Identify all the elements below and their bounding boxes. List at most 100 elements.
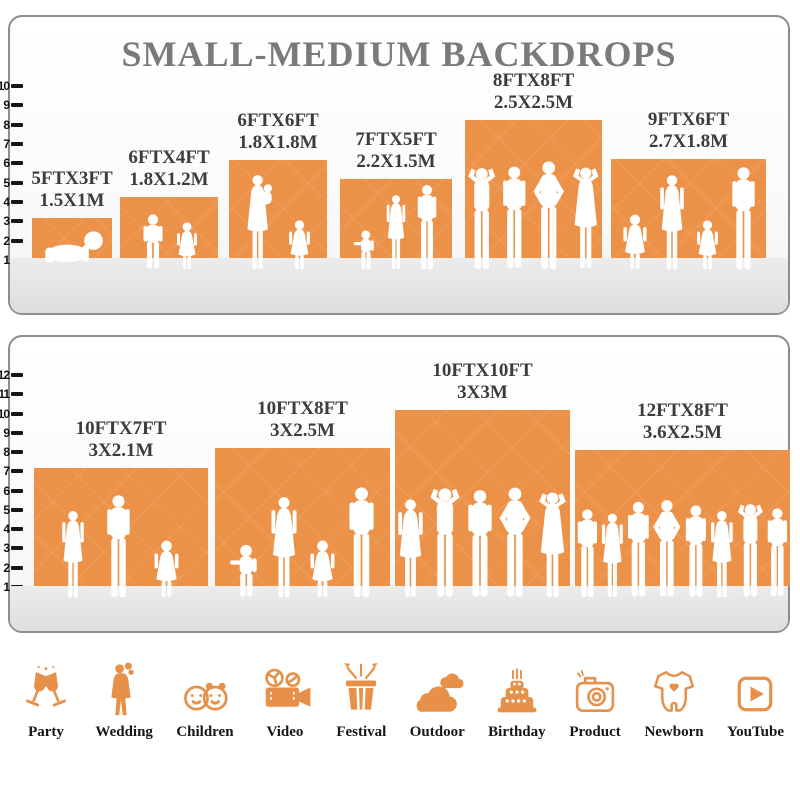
ruler-tick: 7	[0, 137, 29, 151]
outdoor-icon	[410, 658, 464, 716]
product-icon	[569, 658, 621, 716]
silhouette-man	[500, 164, 529, 270]
backdrop-size-label: 7FTX5FT 2.2X1.5M	[355, 129, 436, 173]
backdrop-size-label: 5FTX3FT 1.5X1M	[31, 168, 112, 212]
ruler-tick-mark	[11, 507, 23, 512]
silhouette-girl	[620, 214, 650, 270]
backdrop-rect	[34, 468, 208, 586]
silhouette-toddler	[353, 230, 377, 270]
backdrop-size-label: 8FTX8FT 2.5X2.5M	[493, 70, 574, 114]
backdrop-rect	[465, 120, 602, 258]
size-ft: 6FTX4FT	[128, 147, 210, 168]
ruler-tick-number: 10	[0, 406, 10, 421]
silhouette-group	[575, 498, 790, 598]
ruler-tick-mark	[11, 469, 23, 474]
ruler-tick: 11	[0, 387, 29, 402]
silhouette-woman	[709, 510, 735, 598]
silhouette-man-arms-up	[427, 486, 463, 598]
category-outdoor: Outdoor	[410, 658, 465, 741]
ruler-tick-mark	[11, 141, 23, 146]
category-label: Video	[266, 724, 304, 740]
silhouette-toddler	[229, 544, 261, 598]
backdrop-rect	[395, 410, 570, 586]
ruler-tick-number: 11	[0, 387, 10, 402]
backdrop-12ftx8ft: 12FTX8FT 3.6X2.5M	[575, 400, 790, 586]
video-icon	[257, 658, 313, 716]
backdrop-10ftx8ft: 10FTX8FT 3X2.5M	[215, 398, 390, 586]
size-ft: 7FTX5FT	[355, 129, 437, 150]
ruler-bottom: 12 11 10 9 8 7 6 5 4 3 2 1	[0, 368, 29, 594]
ruler-tick-mark	[11, 546, 23, 551]
backdrop-size-label: 9FTX6FT 2.7X1.8M	[648, 109, 729, 153]
ruler-tick-number: 2	[3, 560, 10, 575]
silhouette-man-arms-up	[735, 502, 766, 598]
backdrop-rect	[575, 450, 790, 586]
page-title: SMALL-MEDIUM BACKDROPS	[121, 34, 677, 74]
ruler-tick-number: 9	[3, 425, 10, 440]
size-m: 2.7X1.8M	[648, 131, 729, 152]
ruler-tick-number: 5	[3, 175, 10, 190]
silhouette-girl	[286, 220, 313, 270]
category-product: Product	[569, 658, 621, 741]
backdrop-size-label: 10FTX10FT 3X3M	[432, 360, 532, 404]
backdrop-rect	[229, 160, 327, 258]
ruler-top: 10 9 8 7 6 5 4 3 2 1	[0, 79, 29, 267]
backdrop-10ftx7ft: 10FTX7FT 3X2.1M	[34, 418, 208, 586]
silhouette-group	[32, 229, 112, 265]
ruler-tick-number: 2	[3, 233, 10, 248]
silhouette-man	[625, 500, 652, 598]
ruler-tick-mark	[11, 488, 23, 493]
category-label: Wedding	[95, 724, 153, 740]
backdrop-size-label: 10FTX8FT 3X2.5M	[257, 398, 348, 442]
ruler-tick-number: 12	[0, 368, 10, 382]
backdrop-size-label: 6FTX4FT 1.8X1.2M	[128, 147, 209, 191]
ruler-tick-number: 9	[3, 98, 10, 113]
festival-icon	[336, 658, 386, 716]
category-label: Party	[28, 724, 64, 740]
ruler-tick-number: 8	[3, 445, 10, 460]
size-ft: 10FTX7FT	[75, 418, 167, 439]
silhouette-girl	[307, 540, 338, 598]
ruler-tick: 5	[0, 175, 29, 190]
category-video: Video	[257, 658, 313, 741]
size-ft: 10FTX10FT	[432, 360, 533, 381]
backdrop-rect	[32, 218, 112, 258]
ruler-tick-mark	[11, 199, 23, 204]
silhouette-group	[34, 494, 208, 598]
category-children: Children	[176, 658, 234, 741]
ruler-tick: 6	[0, 156, 29, 171]
ruler-tick-number: 6	[3, 156, 10, 171]
youtube-icon	[731, 658, 779, 716]
ruler-tick-number: 10	[0, 79, 10, 93]
ruler-tick: 9	[0, 98, 29, 113]
size-ft: 12FTX8FT	[637, 400, 728, 421]
children-icon	[177, 658, 233, 716]
ruler-tick: 2	[0, 560, 29, 575]
category-youtube: YouTube	[727, 658, 784, 741]
ruler-tick-mark	[11, 411, 23, 416]
ruler-tick: 8	[0, 445, 29, 460]
silhouette-girl	[694, 220, 721, 270]
ruler-tick-number: 1	[3, 579, 10, 594]
silhouette-group	[611, 166, 766, 270]
silhouette-woman	[396, 498, 425, 598]
silhouette-baby	[37, 229, 107, 265]
ruler-tick-mark	[11, 122, 23, 127]
ruler-tick-mark	[11, 84, 23, 88]
ruler-tick-mark	[11, 180, 23, 185]
size-ft: 5FTX3FT	[31, 168, 113, 189]
silhouette-group	[395, 486, 570, 598]
silhouette-woman	[269, 496, 299, 598]
ruler-tick: 8	[0, 118, 29, 132]
ruler-tick: 10	[0, 406, 29, 421]
party-icon	[20, 658, 72, 716]
ruler-tick-number: 4	[3, 522, 10, 537]
ruler-tick: 9	[0, 425, 29, 440]
size-m: 3.6X2.5M	[642, 422, 723, 443]
ruler-tick: 6	[0, 484, 29, 498]
backdrop-7ftx5ft: 7FTX5FT 2.2X1.5M	[340, 129, 452, 258]
backdrop-size-label: 12FTX8FT 3.6X2.5M	[637, 400, 728, 444]
floor-strip	[10, 586, 788, 631]
category-festival: Festival	[336, 658, 386, 741]
backdrop-rect	[340, 179, 452, 258]
